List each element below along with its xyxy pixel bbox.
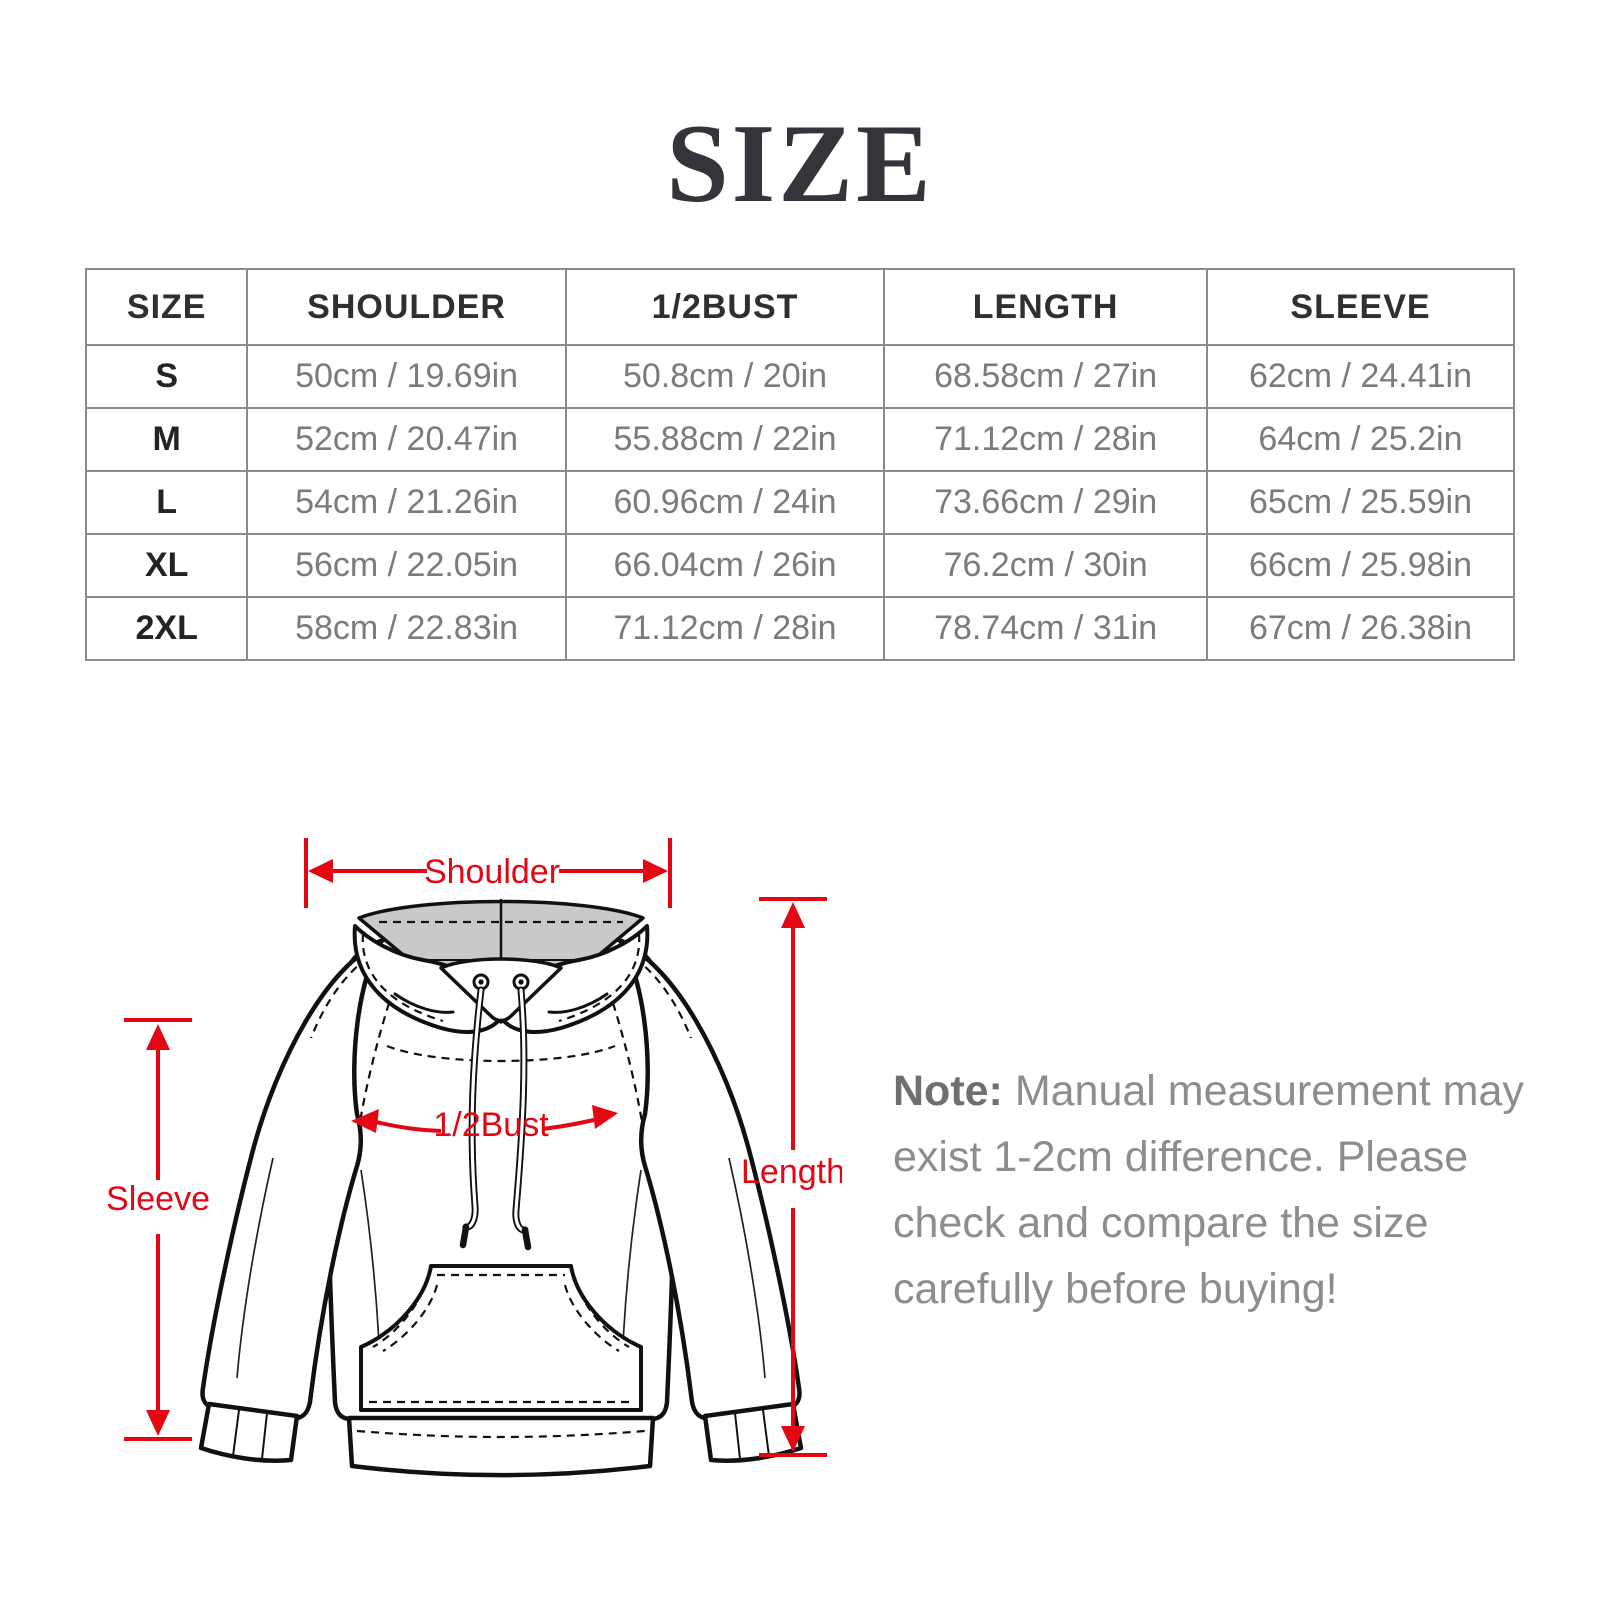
drawstring-aglet-left <box>459 1223 470 1249</box>
shoulder-value: 50cm / 19.69in <box>246 344 567 409</box>
size-table: SIZE SHOULDER 1/2BUST LENGTH SLEEVE S 50… <box>84 268 1516 661</box>
col-header-shoulder: SHOULDER <box>246 268 567 346</box>
bust-measure: 1/2Bust <box>351 1105 618 1144</box>
collar-front-panel <box>439 957 563 1023</box>
arrowhead-right-icon <box>643 859 668 883</box>
collar-fold-left <box>393 992 455 1014</box>
col-header-length: LENGTH <box>883 268 1208 346</box>
arrowhead-left-icon <box>351 1109 379 1133</box>
sleeve-crease-right <box>728 1157 766 1379</box>
sleeve-value: 66cm / 25.98in <box>1205 533 1516 598</box>
sleeve-measure: Sleeve <box>106 1018 210 1441</box>
arrowhead-up-icon <box>146 1024 170 1050</box>
arrowhead-right-icon <box>592 1105 618 1129</box>
drawstring-eyelet-left-hole <box>478 979 484 985</box>
shoulder-value: 58cm / 22.83in <box>246 596 567 661</box>
hoodie-measurement-diagram: Shoulder 1/2Bust Sleeve Length <box>106 838 842 1478</box>
cuff-rib-line <box>762 1409 770 1457</box>
note-block: Note: Manual measurement may exist 1-2cm… <box>893 1058 1533 1322</box>
length-value: 71.12cm / 28in <box>883 407 1208 472</box>
collar-stitch-right <box>558 933 641 1023</box>
pocket-stitch-right <box>563 1284 620 1352</box>
collar-stitch-left <box>361 933 444 1023</box>
drawstring-eyelet-right-hole <box>518 979 524 985</box>
sleeve-left <box>200 939 384 1421</box>
cuff-rib-line <box>232 1409 240 1457</box>
hem-stitch-line <box>356 1429 646 1439</box>
size-label: M <box>84 407 249 472</box>
arrowhead-up-icon <box>781 902 805 928</box>
sleeve-value: 62cm / 24.41in <box>1205 344 1516 409</box>
shoulder-value: 54cm / 21.26in <box>246 470 567 535</box>
sleeve-value: 64cm / 25.2in <box>1205 407 1516 472</box>
table-row: XL 56cm / 22.05in 66.04cm / 26in 76.2cm … <box>84 533 1516 598</box>
note-line: exist 1-2cm difference. Please <box>893 1133 1469 1181</box>
arrowhead-left-icon <box>308 859 333 883</box>
hoodie-hem-band <box>346 1415 656 1478</box>
pocket-stitch-left <box>372 1277 429 1348</box>
pocket-stitch-right <box>573 1277 630 1348</box>
table-header-row: SIZE SHOULDER 1/2BUST LENGTH SLEEVE <box>84 268 1516 346</box>
length-value: 68.58cm / 27in <box>883 344 1208 409</box>
cuff-rib-line <box>734 1412 741 1460</box>
cuff-right <box>702 1401 804 1463</box>
bust-value: 60.96cm / 24in <box>564 470 886 535</box>
col-header-bust: 1/2BUST <box>564 268 886 346</box>
cuff-left <box>198 1401 300 1463</box>
sleeve-crease-left <box>236 1157 274 1379</box>
yoke-stitch <box>386 1044 616 1063</box>
length-value: 73.66cm / 29in <box>883 470 1208 535</box>
arrowhead-down-icon <box>781 1426 805 1452</box>
bust-arrow-line <box>375 1120 442 1133</box>
cuff-rib-line <box>261 1412 268 1460</box>
col-header-size: SIZE <box>84 268 249 346</box>
sleeve-measure-label: Sleeve <box>106 1180 210 1218</box>
note-line: Note: Manual measurement may <box>893 1058 1533 1124</box>
drawstring-aglet-right <box>521 1226 532 1251</box>
length-measure: Length <box>741 897 842 1457</box>
arrowhead-down-icon <box>146 1410 170 1436</box>
shoulder-measure-label: Shoulder <box>424 853 560 891</box>
sleeve-right <box>618 939 802 1421</box>
table-row: M 52cm / 20.47in 55.88cm / 22in 71.12cm … <box>84 407 1516 472</box>
bust-value: 50.8cm / 20in <box>564 344 886 409</box>
size-label: S <box>84 344 249 409</box>
table-row: L 54cm / 21.26in 60.96cm / 24in 73.66cm … <box>84 470 1516 535</box>
sleeve-cap-stitch-left <box>309 949 380 1039</box>
drawstring-left-highlight <box>464 988 483 1229</box>
length-value: 76.2cm / 30in <box>883 533 1208 598</box>
page-title: SIZE <box>666 102 934 226</box>
pocket-stitch-left <box>382 1284 439 1352</box>
bust-value: 66.04cm / 26in <box>564 533 886 598</box>
table-row: S 50cm / 19.69in 50.8cm / 20in 68.58cm /… <box>84 344 1516 409</box>
collar-fold-right <box>547 992 609 1014</box>
bust-measure-label: 1/2Bust <box>433 1106 549 1144</box>
hoodie-drawing <box>198 898 804 1478</box>
sleeve-cap-stitch-right <box>622 949 693 1039</box>
shoulder-measure: Shoulder <box>304 838 672 908</box>
size-label: XL <box>84 533 249 598</box>
bust-value: 71.12cm / 28in <box>564 596 886 661</box>
note-line: carefully before buying! <box>893 1265 1338 1313</box>
length-value: 78.74cm / 31in <box>883 596 1208 661</box>
length-measure-label: Length <box>741 1153 842 1191</box>
bust-value: 55.88cm / 22in <box>564 407 886 472</box>
table-row: 2XL 58cm / 22.83in 71.12cm / 28in 78.74c… <box>84 596 1516 661</box>
sleeve-value: 65cm / 25.59in <box>1205 470 1516 535</box>
note-label: Note: <box>893 1067 1003 1115</box>
size-label: L <box>84 470 249 535</box>
note-line: check and compare the size <box>893 1199 1429 1247</box>
col-header-sleeve: SLEEVE <box>1205 268 1516 346</box>
sleeve-value: 67cm / 26.38in <box>1205 596 1516 661</box>
note-text: Manual measurement may <box>1014 1067 1524 1115</box>
shoulder-value: 52cm / 20.47in <box>246 407 567 472</box>
shoulder-value: 56cm / 22.05in <box>246 533 567 598</box>
drawstring-right-highlight <box>514 988 527 1232</box>
size-label: 2XL <box>84 596 249 661</box>
